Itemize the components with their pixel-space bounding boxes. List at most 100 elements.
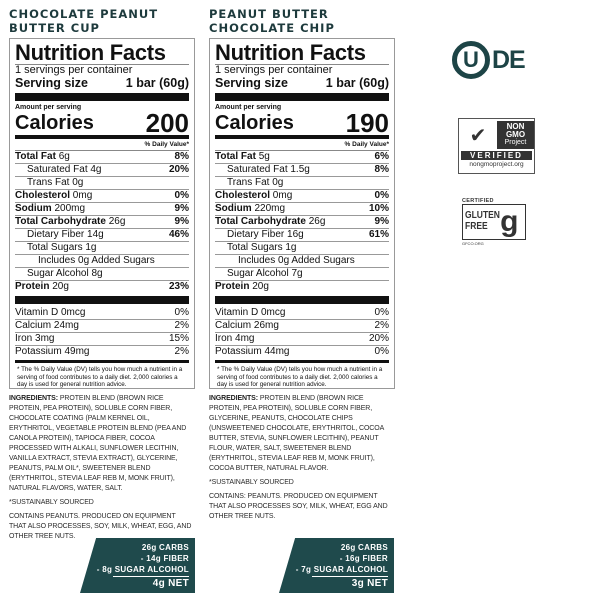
nutrient-row: Sodium 200mg 9%: [15, 203, 189, 216]
vitamin-daily-value: 2%: [174, 346, 189, 357]
gluten-free-g-icon: g: [500, 205, 519, 238]
nutrient-name-amount: Total Carbohydrate 26g: [215, 216, 325, 228]
nutrient-amount: 1g: [85, 242, 97, 253]
nutrient-row: Total Sugars 1g: [215, 242, 389, 255]
nutrient-row: Total Sugars 1g: [15, 242, 189, 255]
gluten-free-badge: CERTIFIED GLUTEN FREE g GFCO.ORG: [462, 198, 534, 250]
nutrient-amount: 14g: [87, 229, 104, 240]
product-title: CHOCOLATE PEANUT BUTTER CUP: [9, 7, 159, 35]
nutrient-name: Total Sugars: [27, 242, 83, 253]
divider-medium: [15, 135, 189, 139]
net-carbs-carbs: 26g CARBS: [141, 543, 189, 552]
nutrient-name-amount: Sugar Alcohol 7g: [227, 268, 303, 280]
allergen-statement: CONTAINS: PEANUTS. PRODUCED ON EQUIPMENT…: [209, 491, 388, 520]
nutrient-name-amount: Sodium 220mg: [215, 203, 285, 215]
nutrient-name: Includes 0g Added Sugars: [38, 255, 155, 266]
serving-size-row: Serving size 1 bar (60g): [15, 76, 189, 91]
net-carbs-box: 26g CARBS - 16g FIBER - 7g SUGAR ALCOHOL 3g…: [279, 538, 394, 593]
nutrient-name: Total Fat: [215, 151, 256, 162]
nutrient-row: Total Fat 6g 8%: [15, 151, 189, 164]
nutrient-row: Total Fat 5g 6%: [215, 151, 389, 164]
nutrient-name: Dietary Fiber: [27, 229, 85, 240]
nutrient-daily-value: 0%: [174, 190, 189, 201]
nutrient-row: Includes 0g Added Sugars: [15, 255, 189, 268]
nutrient-row: Protein 20g: [215, 281, 389, 294]
nutrient-name-amount: Dietary Fiber 16g: [227, 229, 304, 241]
vitamin-daily-value: 2%: [374, 320, 389, 331]
ingredients-section: INGREDIENTS: PROTEIN BLEND (BROWN RICE P…: [209, 393, 393, 521]
serving-size-row: Serving size 1 bar (60g): [215, 76, 389, 91]
nutrient-row: Sodium 220mg 10%: [215, 203, 389, 216]
vitamin-amount: 26mg: [253, 320, 279, 331]
vitamin-name: Potassium: [15, 346, 62, 357]
daily-value-footnote: * The % Daily Value (DV) tells you how m…: [215, 360, 389, 389]
servings-per-container: 1 servings per container: [15, 64, 133, 76]
vitamin-name: Potassium: [215, 346, 262, 357]
nutrient-name-amount: Includes 0g Added Sugars: [238, 255, 355, 267]
sustainably-sourced-note: *SUSTAINABLY SOURCED: [9, 497, 94, 506]
nutrient-name: Protein: [15, 281, 50, 292]
serving-size-value: 1 bar (60g): [325, 76, 389, 90]
nutrient-name-amount: Includes 0g Added Sugars: [38, 255, 155, 267]
daily-value-header: % Daily Value*: [215, 139, 389, 151]
nutrient-name-amount: Total Fat 6g: [15, 151, 70, 163]
calories-row: Calories 190: [215, 108, 389, 138]
nutrient-row: Protein 20g 23%: [15, 281, 189, 294]
nutrient-name: Trans Fat: [27, 177, 70, 188]
nutrient-name: Cholesterol: [15, 190, 71, 201]
vitamin-name-amount: Vitamin D 0mcg: [15, 307, 85, 319]
nutrient-name: Sugar Alcohol: [227, 268, 289, 279]
nutrient-amount: 20g: [52, 281, 69, 292]
divider-thick: [15, 296, 189, 304]
divider-medium: [215, 135, 389, 139]
vitamin-daily-value: 0%: [174, 307, 189, 318]
nutrient-name-amount: Total Carbohydrate 26g: [15, 216, 125, 228]
nutrient-name-amount: Sugar Alcohol 8g: [27, 268, 103, 280]
butterfly-check-icon: ✔: [469, 124, 487, 147]
nutrient-daily-value: 23%: [168, 281, 189, 292]
vitamin-daily-value: 15%: [168, 333, 189, 344]
product-title: PEANUT BUTTER CHOCOLATE CHIP: [209, 7, 335, 35]
nutrient-name: Total Sugars: [227, 242, 283, 253]
calories-label: Calories: [215, 112, 294, 134]
vitamin-daily-value: 0%: [374, 346, 389, 357]
vitamin-amount: 0mcg: [60, 307, 86, 318]
nutrient-name: Total Fat: [15, 151, 56, 162]
nutrition-facts-label: Nutrition Facts 1 servings per container S…: [209, 38, 395, 389]
nutrient-row: Dietary Fiber 14g 46%: [15, 229, 189, 242]
calories-value: 200: [145, 108, 189, 138]
sustainably-sourced-note: *SUSTAINABLY SOURCED: [209, 477, 294, 486]
nutrient-amount: 220mg: [254, 203, 286, 214]
panel-peanut-butter-chocolate-chip: PEANUT BUTTER CHOCOLATE CHIP Nutrition Fa…: [209, 0, 395, 525]
calories-value: 190: [345, 108, 389, 138]
vitamin-row: Vitamin D 0mcg 0%: [215, 307, 389, 320]
nutrient-name-amount: Total Sugars 1g: [27, 242, 97, 254]
panel-chocolate-peanut-butter-cup: CHOCOLATE PEANUT BUTTER CUP Nutrition Fac…: [9, 0, 195, 545]
ingredients-section: INGREDIENTS: PROTEIN BLEND (BROWN RICE P…: [9, 393, 193, 541]
net-carbs-sugar-alcohol: - 7g SUGAR ALCOHOL: [295, 565, 388, 574]
nutrient-row: Cholesterol 0mg 0%: [215, 190, 389, 203]
nutrient-amount: 8g: [91, 268, 103, 279]
nutrient-row: Sugar Alcohol 8g: [15, 268, 189, 281]
nutrient-row: Saturated Fat 1.5g 8%: [215, 164, 389, 177]
vitamin-amount: 3mg: [35, 333, 55, 344]
amount-per-serving: Amount per serving: [15, 104, 82, 111]
nutrient-amount: 7g: [291, 268, 303, 279]
vitamin-name: Calcium: [215, 320, 252, 331]
vitamin-row: Potassium 49mg 2%: [15, 346, 189, 359]
nutrient-amount: 4g: [90, 164, 102, 175]
nutrient-daily-value: 8%: [174, 151, 189, 162]
vitamin-daily-value: 20%: [368, 333, 389, 344]
vitamin-daily-value: 0%: [374, 307, 389, 318]
nutrient-amount: 26g: [308, 216, 326, 227]
nutrient-name: Includes 0g Added Sugars: [238, 255, 355, 266]
nutrient-row: Total Carbohydrate 26g 9%: [15, 216, 189, 229]
nutrient-daily-value: 9%: [174, 203, 189, 214]
vitamin-name: Iron: [215, 333, 233, 344]
nutrient-row: Trans Fat 0g: [15, 177, 189, 190]
vitamin-amount: 44mg: [264, 346, 290, 357]
nutrient-daily-value: 20%: [168, 164, 189, 175]
serving-size-label: Serving size: [15, 76, 88, 90]
nutrient-name-amount: Cholesterol 0mg: [15, 190, 92, 202]
nutrient-name-amount: Cholesterol 0mg: [215, 190, 292, 202]
